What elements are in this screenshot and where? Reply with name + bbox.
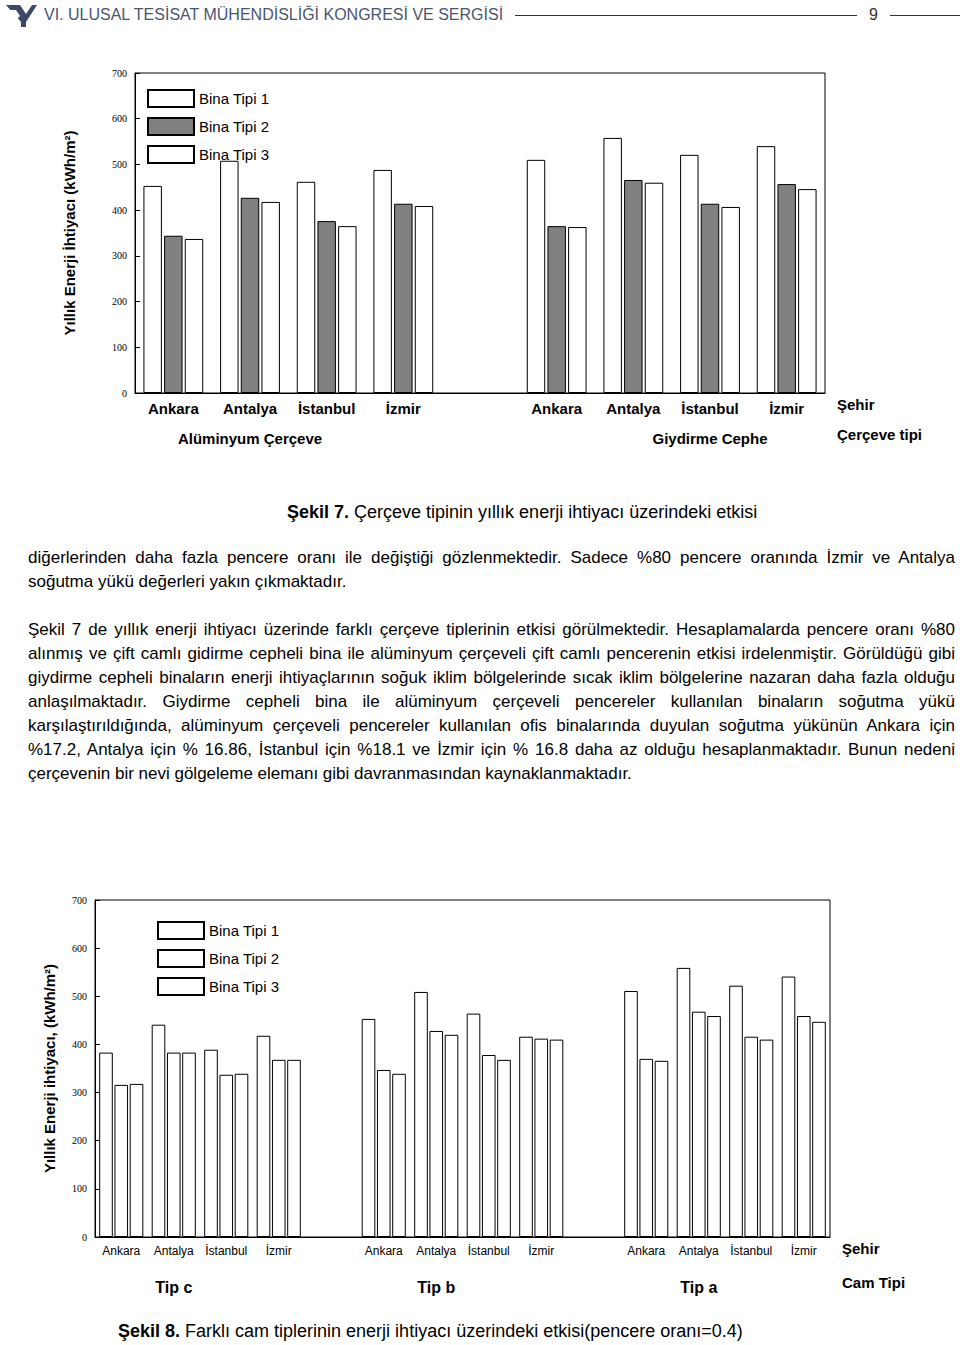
svg-text:İzmir: İzmir [791,1244,817,1258]
svg-text:Antalya: Antalya [223,400,278,417]
svg-text:Giydirme Cephe: Giydirme Cephe [652,430,767,447]
svg-text:200: 200 [72,1135,87,1146]
svg-text:Antalya: Antalya [154,1244,194,1258]
svg-text:100: 100 [112,342,127,353]
svg-text:Tip c: Tip c [155,1279,192,1296]
svg-text:Tip b: Tip b [417,1279,455,1296]
svg-text:Bina Tipi 3: Bina Tipi 3 [199,146,269,163]
svg-text:İstanbul: İstanbul [730,1244,772,1258]
svg-text:400: 400 [72,1039,87,1050]
html-text:9: 9 [869,6,878,23]
svg-text:700: 700 [72,895,87,906]
html-text:VI. ULUSAL TESİSAT MÜHENDİSLİĞ: VI. ULUSAL TESİSAT MÜHENDİSLİĞİ KONGRESİ… [44,6,504,23]
svg-text:400: 400 [112,205,127,216]
svg-text:200: 200 [112,296,127,307]
svg-text:Şehir: Şehir [842,1240,880,1257]
svg-text:İstanbul: İstanbul [681,400,739,417]
svg-text:0: 0 [122,388,127,399]
svg-text:Şehir: Şehir [837,396,875,413]
svg-text:Ankara: Ankara [148,400,200,417]
html-text:Şekil 7. Çerçeve tipinin yıllı: Şekil 7. Çerçeve tipinin yıllık enerji i… [287,502,758,522]
svg-text:İzmir: İzmir [386,400,421,417]
svg-text:600: 600 [112,113,127,124]
svg-text:0: 0 [82,1232,87,1243]
svg-text:İstanbul: İstanbul [468,1244,510,1258]
svg-text:Ankara: Ankara [627,1244,665,1258]
svg-text:Ankara: Ankara [102,1244,140,1258]
svg-text:500: 500 [112,159,127,170]
html-text:Şekil 7 de yıllık enerji ihtiy: Şekil 7 de yıllık enerji ihtiyacı üzerin… [28,620,955,783]
svg-text:300: 300 [72,1087,87,1098]
svg-text:Antalya: Antalya [606,400,661,417]
svg-text:700: 700 [112,68,127,79]
html-text:Şekil 8. Farklı cam tiplerinin: Şekil 8. Farklı cam tiplerinin enerji ih… [118,1321,743,1341]
svg-text:Bina Tipi 2: Bina Tipi 2 [199,118,269,135]
svg-text:Bina Tipi 1: Bina Tipi 1 [209,922,279,939]
svg-text:100: 100 [72,1183,87,1194]
html-text:diğerlerinden daha fazla pence: diğerlerinden daha fazla pencere oranı i… [28,548,955,591]
svg-text:Ankara: Ankara [365,1244,403,1258]
svg-text:Bina Tipi 2: Bina Tipi 2 [209,950,279,967]
svg-text:İstanbul: İstanbul [205,1244,247,1258]
svg-text:Ankara: Ankara [531,400,583,417]
svg-text:İzmir: İzmir [266,1244,292,1258]
svg-text:Alüminyum Çerçeve: Alüminyum Çerçeve [178,430,322,447]
svg-text:Antalya: Antalya [416,1244,456,1258]
svg-text:Tip a: Tip a [680,1279,717,1296]
svg-text:Bina Tipi 3: Bina Tipi 3 [209,978,279,995]
svg-text:300: 300 [112,250,127,261]
svg-text:İzmir: İzmir [769,400,804,417]
svg-text:Yıllık Enerji İhtiyacı (kWh/m²: Yıllık Enerji İhtiyacı (kWh/m²) [61,130,78,335]
svg-text:Bina Tipi 1: Bina Tipi 1 [199,90,269,107]
svg-text:İstanbul: İstanbul [298,400,356,417]
svg-text:Antalya: Antalya [679,1244,719,1258]
svg-text:İzmir: İzmir [528,1244,554,1258]
svg-text:Cam Tipi: Cam Tipi [842,1274,905,1291]
svg-text:500: 500 [72,991,87,1002]
svg-text:600: 600 [72,943,87,954]
svg-text:Yıllık Enerji ihtiyacı, (kWh/m: Yıllık Enerji ihtiyacı, (kWh/m²) [41,964,58,1173]
svg-text:Çerçeve tipi: Çerçeve tipi [837,426,922,443]
